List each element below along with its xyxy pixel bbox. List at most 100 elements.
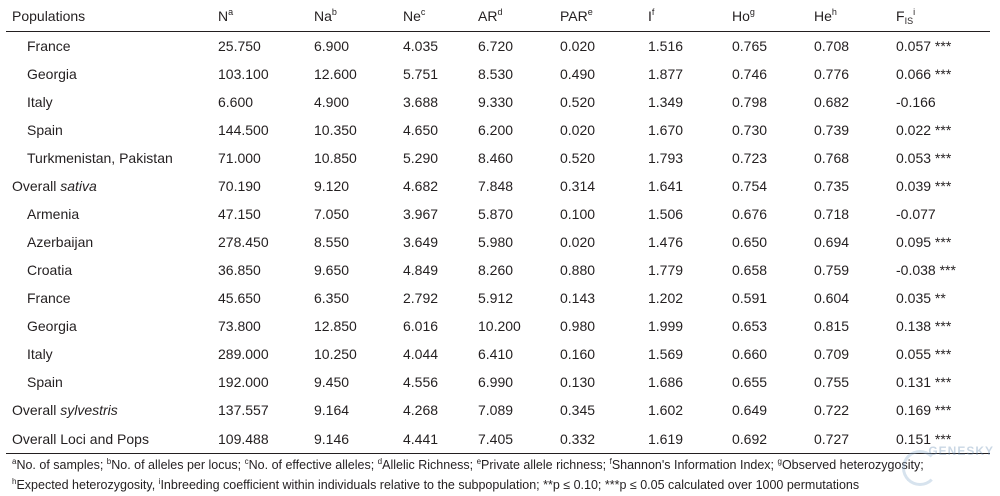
footnote-text: No. of samples; [16, 458, 107, 472]
population-cell: Overall sativa [6, 172, 212, 200]
footnote-marker: b [331, 6, 337, 17]
value-cell-i: 1.476 [648, 234, 684, 250]
value-cell-par: 0.020 [560, 234, 596, 250]
value-cell-he: 0.727 [814, 430, 850, 447]
population-cell: Armenia [6, 200, 212, 228]
footnote-marker: d [377, 457, 383, 466]
value-cell-he: 0.739 [814, 122, 850, 138]
value-cell-par: 0.143 [560, 290, 596, 306]
value-cell-i: 1.602 [648, 402, 684, 418]
table-row: Italy 289.000 10.250 4.044 6.410 0.160 1.569 0.… [6, 340, 990, 368]
value-cell-he: 0.694 [814, 234, 850, 250]
population-name-prefix: Overall [12, 178, 61, 194]
column-header-label: AR [478, 7, 498, 24]
value-cell-i: 1.641 [648, 178, 684, 194]
value-cell-fis: 0.053 *** [896, 150, 952, 166]
value-cell-ho: 0.650 [732, 234, 768, 250]
population-statistics-table: Populations Na Nab Nec ARd PARe If Hog Heh FISi F… [6, 0, 990, 454]
population-name: Azerbaijan [27, 234, 94, 250]
value-cell-ar: 5.912 [478, 290, 514, 306]
swirl-icon [902, 450, 938, 486]
population-name: Croatia [27, 262, 73, 278]
value-cell-n: 289.000 [218, 346, 269, 362]
value-cell-ne: 4.682 [403, 178, 439, 194]
column-header-label: Na [314, 7, 332, 24]
value-cell-ar: 8.260 [478, 262, 514, 278]
footnote-marker: i [158, 477, 161, 486]
column-header: Hog [726, 0, 808, 32]
column-header-label: He [814, 7, 832, 24]
footnote-line-1: aNo. of samples; bNo. of alleles per loc… [12, 456, 1000, 474]
value-cell-par: 0.314 [560, 178, 596, 194]
value-cell-ar: 7.089 [478, 402, 514, 418]
value-cell-na: 8.550 [314, 234, 350, 250]
value-cell-par: 0.520 [560, 94, 596, 110]
value-cell-par: 0.980 [560, 318, 596, 334]
footnote-text: Private allele richness; [481, 458, 610, 472]
value-cell-fis: -0.038 *** [896, 262, 956, 278]
population-name: France [27, 38, 71, 54]
value-cell-ne: 4.650 [403, 122, 439, 138]
value-cell-par: 0.020 [560, 122, 596, 138]
value-cell-ho: 0.746 [732, 66, 768, 82]
table-row: Turkmenistan, Pakistan 71.000 10.850 5.290 8… [6, 144, 990, 172]
value-cell-ho: 0.655 [732, 374, 768, 390]
population-name: France [27, 290, 71, 306]
value-cell-ar: 10.200 [478, 318, 521, 334]
value-cell-ho: 0.658 [732, 262, 768, 278]
column-header-label: PAR [560, 7, 588, 24]
value-cell-ar: 6.410 [478, 346, 514, 362]
footnote-marker: i [913, 6, 916, 17]
value-cell-na: 9.120 [314, 178, 350, 194]
value-cell-na: 4.900 [314, 94, 350, 110]
value-cell-he: 0.768 [814, 150, 850, 166]
population-cell: Croatia [6, 256, 212, 284]
value-cell-na: 10.350 [314, 122, 357, 138]
footnote-marker: g [777, 457, 782, 466]
value-cell-n: 71.000 [218, 150, 261, 166]
value-cell-n: 278.450 [218, 234, 269, 250]
value-cell-n: 36.850 [218, 262, 261, 278]
column-header: Nab [308, 0, 397, 32]
population-cell: France [6, 32, 212, 61]
value-cell-na: 9.650 [314, 262, 350, 278]
value-cell-na: 10.250 [314, 346, 357, 362]
population-name-prefix: Overall [12, 402, 61, 418]
column-header-label: F [896, 7, 905, 24]
population-name-italic: sativa [60, 178, 97, 194]
value-cell-i: 1.569 [648, 346, 684, 362]
value-cell-ne: 4.044 [403, 346, 439, 362]
value-cell-par: 0.130 [560, 374, 596, 390]
value-cell-ne: 3.688 [403, 94, 439, 110]
table-row: Spain 192.000 9.450 4.556 6.990 0.130 1.686 0.6… [6, 368, 990, 396]
footnote-marker: g [749, 6, 755, 17]
value-cell-na: 9.164 [314, 402, 350, 418]
value-cell-he: 0.735 [814, 178, 850, 194]
value-cell-ne: 3.649 [403, 234, 439, 250]
population-name: Georgia [27, 318, 77, 334]
value-cell-i: 1.202 [648, 290, 684, 306]
population-name: Armenia [27, 206, 80, 222]
footnote-text: Allelic Richness; [382, 458, 477, 472]
column-header-label: I [648, 7, 652, 24]
value-cell-n: 25.750 [218, 38, 261, 54]
value-cell-he: 0.759 [814, 262, 850, 278]
table-header: Populations Na Nab Nec ARd PARe If Hog Heh FISi [6, 0, 990, 32]
value-cell-n: 192.000 [218, 374, 269, 390]
value-cell-ar: 6.720 [478, 38, 514, 54]
population-cell: Spain [6, 368, 212, 396]
value-cell-na: 12.600 [314, 66, 357, 82]
table-row: Overall Loci and Pops 109.488 9.146 4.441 7.… [6, 424, 990, 454]
value-cell-i: 1.349 [648, 94, 684, 110]
population-name: Spain [27, 374, 63, 390]
table-row: Croatia 36.850 9.650 4.849 8.260 0.880 1.779 0.… [6, 256, 990, 284]
value-cell-ne: 4.556 [403, 374, 439, 390]
value-cell-ho: 0.798 [732, 94, 768, 110]
value-cell-i: 1.619 [648, 430, 684, 447]
value-cell-ar: 5.870 [478, 206, 514, 222]
value-cell-he: 0.604 [814, 290, 850, 306]
value-cell-ne: 4.268 [403, 402, 439, 418]
table-row: France 45.650 6.350 2.792 5.912 0.143 1.202 0.5… [6, 284, 990, 312]
value-cell-ar: 9.330 [478, 94, 514, 110]
population-cell: Italy [6, 88, 212, 116]
